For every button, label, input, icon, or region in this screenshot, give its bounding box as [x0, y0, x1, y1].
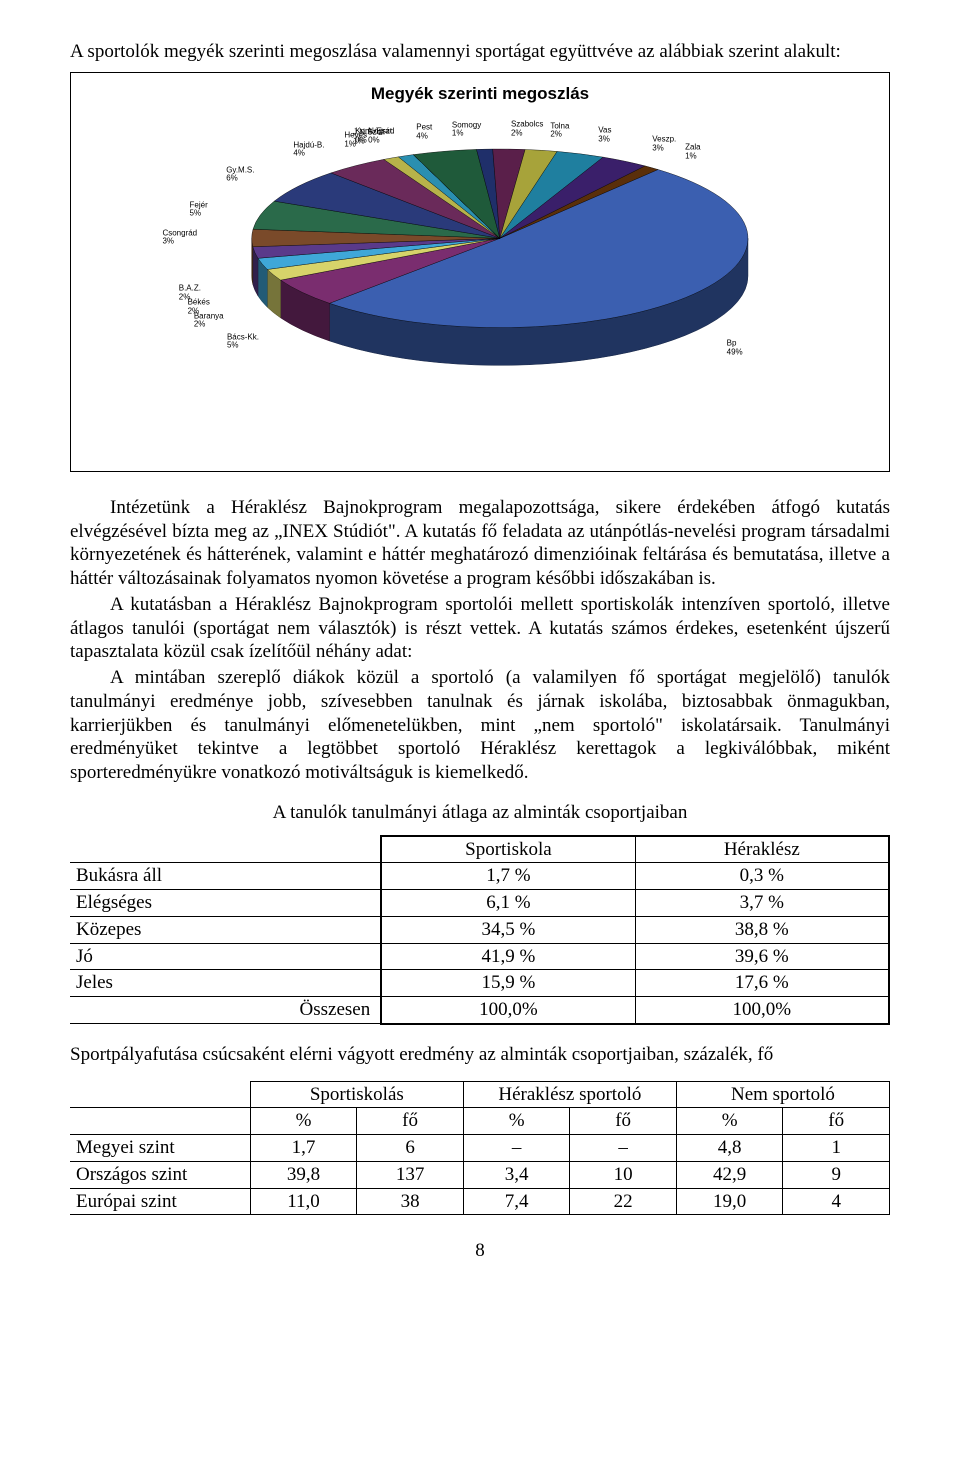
- table-row: Bukásra áll1,7 %0,3 %: [70, 863, 889, 890]
- t2-cell: 39,8: [250, 1161, 357, 1188]
- t2-sub-fo-1: fő: [357, 1108, 464, 1135]
- table-row: Jó41,9 %39,6 %: [70, 943, 889, 970]
- pie-label: Csongrád3%: [162, 230, 197, 247]
- t1-cell: 100,0%: [381, 997, 635, 1024]
- t1-h-heraklesz: Héraklész: [635, 836, 889, 863]
- t1-row-label: Bukásra áll: [70, 863, 381, 890]
- t2-cell: 10: [570, 1161, 677, 1188]
- t2-cell: 7,4: [463, 1188, 570, 1215]
- t2-cell: 1: [783, 1135, 890, 1162]
- t2-sub-fo-3: fő: [783, 1108, 890, 1135]
- pie-label: Zala1%: [685, 144, 701, 161]
- t1-cell: 41,9 %: [381, 943, 635, 970]
- grades-table: Sportiskola Héraklész Bukásra áll1,7 %0,…: [70, 835, 890, 1025]
- t2-h-nemsportolo: Nem sportoló: [676, 1081, 889, 1108]
- table1-caption: A tanulók tanulmányi átlaga az alminták …: [70, 801, 890, 825]
- t2-cell: 19,0: [676, 1188, 783, 1215]
- career-peak-table: Sportiskolás Héraklész sportoló Nem spor…: [70, 1081, 890, 1216]
- pie-label: Pest4%: [416, 124, 432, 141]
- pie-label: Tolna2%: [550, 122, 569, 139]
- t1-cell: 100,0%: [635, 997, 889, 1024]
- t2-cell: 4: [783, 1188, 890, 1215]
- page-number: 8: [70, 1239, 890, 1263]
- t2-h-heraklesz: Héraklész sportoló: [463, 1081, 676, 1108]
- pie-label: Nógrád0%: [368, 128, 394, 145]
- pie-label: Vas3%: [598, 127, 611, 144]
- county-pie-chart: Megyék szerinti megoszlás Bp49% Bács-Kk.5…: [70, 72, 890, 472]
- t1-row-label: Elégséges: [70, 890, 381, 917]
- table-row: Jeles15,9 %17,6 %: [70, 970, 889, 997]
- t1-row-label: Jeles: [70, 970, 381, 997]
- paragraph-1: Intézetünk a Héraklész Bajnokprogram meg…: [70, 496, 890, 591]
- table-row: Megyei szint1,76––4,81: [70, 1135, 890, 1162]
- t2-sub-fo-2: fő: [570, 1108, 677, 1135]
- t2-h-blank: [70, 1081, 250, 1108]
- pie-label: B.A.Z.2%: [179, 285, 201, 302]
- t2-cell: –: [570, 1135, 677, 1162]
- t2-h-sportiskolas: Sportiskolás: [250, 1081, 463, 1108]
- t2-sub-pct-3: %: [676, 1108, 783, 1135]
- t2-sub-blank: [70, 1108, 250, 1135]
- t1-cell: 15,9 %: [381, 970, 635, 997]
- t2-cell: –: [463, 1135, 570, 1162]
- t1-cell: 39,6 %: [635, 943, 889, 970]
- pie-label: Fejér5%: [190, 201, 208, 218]
- chart-area: Bp49%Bács-Kk.5%Baranya2%Békés2%B.A.Z.2%C…: [83, 108, 877, 458]
- t1-cell: 38,8 %: [635, 916, 889, 943]
- t2-row-label: Országos szint: [70, 1161, 250, 1188]
- t1-cell: 0,3 %: [635, 863, 889, 890]
- table-row: Elégséges6,1 %3,7 %: [70, 890, 889, 917]
- pie-label: Hajdú-B.4%: [293, 141, 324, 158]
- t2-cell: 22: [570, 1188, 677, 1215]
- pie-label: Gy.M.S.6%: [226, 166, 254, 183]
- t2-cell: 11,0: [250, 1188, 357, 1215]
- t1-h-sportiskola: Sportiskola: [381, 836, 635, 863]
- t2-row-label: Megyei szint: [70, 1135, 250, 1162]
- t1-cell: 1,7 %: [381, 863, 635, 890]
- table2-intro: Sportpályafutása csúcsaként elérni vágyo…: [70, 1043, 890, 1067]
- t2-cell: 9: [783, 1161, 890, 1188]
- intro-text: A sportolók megyék szerinti megoszlása v…: [70, 40, 890, 64]
- chart-title: Megyék szerinti megoszlás: [83, 83, 877, 104]
- t2-cell: 1,7: [250, 1135, 357, 1162]
- t2-cell: 42,9: [676, 1161, 783, 1188]
- t2-cell: 3,4: [463, 1161, 570, 1188]
- table-row: Országos szint39,81373,41042,99: [70, 1161, 890, 1188]
- t1-cell: 34,5 %: [381, 916, 635, 943]
- t1-row-label: Jó: [70, 943, 381, 970]
- pie-svg: [83, 108, 877, 458]
- t1-cell: 17,6 %: [635, 970, 889, 997]
- pie-label: Somogy1%: [452, 121, 481, 138]
- t2-row-label: Európai szint: [70, 1188, 250, 1215]
- t1-cell: 3,7 %: [635, 890, 889, 917]
- t1-h-blank: [70, 836, 381, 863]
- t1-cell: 6,1 %: [381, 890, 635, 917]
- t2-cell: 38: [357, 1188, 464, 1215]
- t1-row-label: Közepes: [70, 916, 381, 943]
- t2-sub-pct-2: %: [463, 1108, 570, 1135]
- table-row: Közepes34,5 %38,8 %: [70, 916, 889, 943]
- t2-cell: 137: [357, 1161, 464, 1188]
- t2-cell: 4,8: [676, 1135, 783, 1162]
- t2-sub-pct-1: %: [250, 1108, 357, 1135]
- pie-label: Bp49%: [727, 340, 743, 357]
- pie-label: Veszp.3%: [652, 136, 676, 153]
- pie-label: Bács-Kk.5%: [227, 334, 259, 351]
- table-row: Európai szint11,0387,42219,04: [70, 1188, 890, 1215]
- t1-total-label: Összesen: [70, 997, 381, 1024]
- pie-label: Szabolcs2%: [511, 121, 543, 138]
- paragraph-3: A mintában szereplő diákok közül a sport…: [70, 666, 890, 785]
- paragraph-2: A kutatásban a Héraklész Bajnokprogram s…: [70, 593, 890, 664]
- t2-cell: 6: [357, 1135, 464, 1162]
- table-total-row: Összesen100,0%100,0%: [70, 997, 889, 1024]
